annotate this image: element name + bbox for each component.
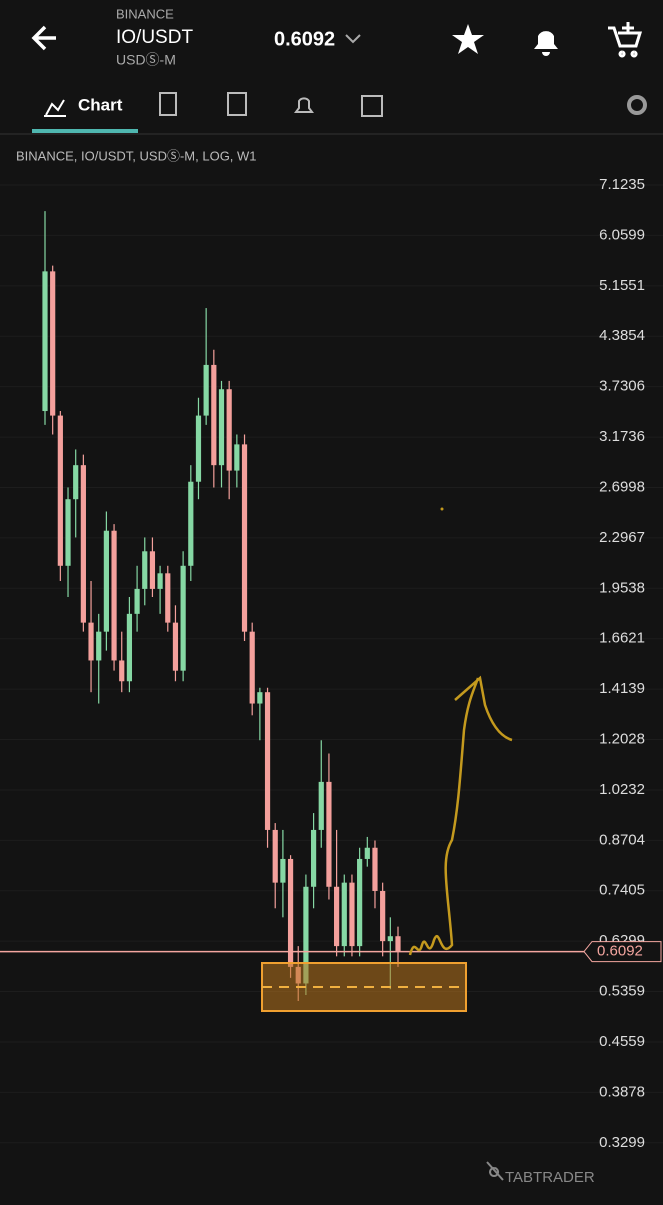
cart-button[interactable] bbox=[608, 22, 643, 58]
y-tick-label: 7.1235 bbox=[599, 176, 645, 193]
candle-body bbox=[287, 858, 294, 967]
y-tick-label: 0.7405 bbox=[599, 882, 645, 899]
candle-body bbox=[395, 936, 401, 952]
candle-body bbox=[326, 781, 332, 887]
candle-body bbox=[80, 465, 86, 623]
orders-tab[interactable] bbox=[227, 92, 247, 116]
candle-body bbox=[211, 364, 217, 466]
candle-body bbox=[372, 847, 378, 891]
positions-tab[interactable] bbox=[361, 95, 383, 117]
candle-body bbox=[349, 882, 355, 947]
candle-body bbox=[357, 858, 363, 947]
y-tick-label: 0.5359 bbox=[599, 983, 645, 1000]
candle-body bbox=[310, 829, 317, 887]
y-tick-label: 1.9538 bbox=[599, 579, 645, 596]
y-tick-label: 1.2028 bbox=[599, 730, 645, 747]
candle-body bbox=[272, 829, 278, 883]
y-tick-label: 3.1736 bbox=[599, 428, 645, 445]
book-tab[interactable] bbox=[159, 92, 177, 116]
candle-body bbox=[96, 631, 102, 661]
candle-body bbox=[149, 551, 156, 589]
exchange-name: BINANCE bbox=[116, 6, 174, 21]
candle-body bbox=[142, 551, 148, 589]
last-price-label: 0.6092 bbox=[597, 943, 643, 960]
y-tick-label: 4.3854 bbox=[599, 327, 645, 344]
candle-body bbox=[50, 271, 56, 416]
chart-tab-icon bbox=[44, 99, 66, 117]
settings-button[interactable] bbox=[627, 95, 647, 115]
candle-body bbox=[188, 481, 194, 566]
y-tick-label: 0.3878 bbox=[599, 1083, 645, 1100]
candle-body bbox=[364, 847, 370, 859]
candle-body bbox=[73, 465, 79, 500]
favorite-button[interactable] bbox=[452, 24, 484, 54]
candle-body bbox=[241, 444, 248, 632]
market-type: USDⓈ-M bbox=[116, 52, 176, 68]
chart-tab[interactable]: Chart bbox=[78, 95, 123, 114]
y-tick-label: 3.7306 bbox=[599, 378, 645, 395]
y-tick-label: 1.6621 bbox=[599, 630, 645, 647]
candle-body bbox=[218, 389, 225, 466]
y-tick-label: 6.0599 bbox=[599, 226, 645, 243]
y-tick-label: 2.2967 bbox=[599, 529, 645, 546]
y-tick-label: 0.3299 bbox=[599, 1134, 645, 1151]
candle-body bbox=[119, 660, 125, 682]
candle-body bbox=[387, 936, 393, 942]
candle-body bbox=[257, 692, 263, 704]
y-tick-label: 0.8704 bbox=[599, 831, 645, 848]
price-dropdown[interactable] bbox=[345, 34, 361, 44]
candle-body bbox=[249, 631, 255, 704]
candle-body bbox=[195, 415, 202, 482]
y-tick-label: 1.4139 bbox=[599, 680, 645, 697]
header-price[interactable]: 0.6092 bbox=[274, 28, 335, 50]
candle-body bbox=[103, 530, 109, 632]
candle-body bbox=[157, 573, 163, 589]
candle-body bbox=[334, 886, 340, 947]
active-tab-indicator bbox=[32, 129, 138, 133]
y-tick-label: 1.0232 bbox=[599, 781, 645, 798]
candle-body bbox=[65, 499, 71, 566]
candle-body bbox=[88, 622, 94, 661]
hand-drawn-arrow bbox=[408, 675, 513, 956]
candle-body bbox=[280, 858, 286, 883]
candle-body bbox=[234, 444, 240, 471]
candle-body bbox=[341, 882, 347, 947]
plot-area: 7.1235 6.0599 5.1551 4.3854 3.7306 3.1736 2.69… bbox=[0, 176, 663, 1151]
candle-body bbox=[126, 613, 133, 682]
candle-body bbox=[226, 389, 232, 471]
alerts-tab[interactable] bbox=[294, 97, 314, 113]
candle-body bbox=[303, 886, 309, 984]
candle-body bbox=[180, 565, 186, 671]
y-tick-label: 2.6998 bbox=[599, 478, 645, 495]
candle-body bbox=[318, 781, 324, 830]
candle-body bbox=[57, 415, 63, 566]
y-tick-label: 5.1551 bbox=[599, 277, 645, 294]
chart-legend: BINANCE, IO/USDT, USDⓈ-M, LOG, W1 bbox=[16, 148, 257, 163]
alert-button[interactable] bbox=[534, 31, 558, 56]
annotation-dot bbox=[440, 507, 444, 511]
candle-body bbox=[172, 622, 179, 671]
candle-body bbox=[134, 588, 140, 614]
candle-body bbox=[203, 364, 209, 416]
candle-body bbox=[165, 573, 171, 623]
pair-name[interactable]: IO/USDT bbox=[116, 27, 193, 48]
brand-watermark: TABTRADER bbox=[505, 1169, 595, 1186]
y-tick-label: 0.4559 bbox=[599, 1033, 645, 1050]
candle-body bbox=[42, 271, 48, 412]
back-button[interactable] bbox=[31, 25, 56, 51]
last-price-tag bbox=[583, 941, 662, 963]
candle-body bbox=[380, 890, 386, 942]
candle-body bbox=[111, 530, 117, 661]
brand-logo bbox=[486, 1161, 504, 1181]
candle-body bbox=[264, 692, 271, 830]
